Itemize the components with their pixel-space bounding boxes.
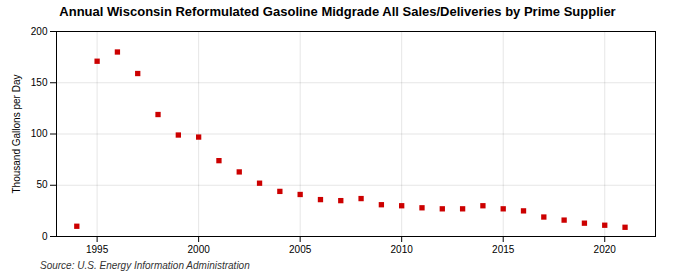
svg-text:150: 150 [31,77,48,88]
svg-text:2005: 2005 [289,244,312,255]
svg-text:100: 100 [31,128,48,139]
svg-text:50: 50 [36,179,48,190]
svg-text:Thousand Gallons per Day: Thousand Gallons per Day [11,75,22,194]
html-text:Source: U.S. Energy Informatio: Source: U.S. Energy Information Administ… [40,260,250,271]
svg-text:2010: 2010 [391,244,414,255]
svg-text:2000: 2000 [188,244,211,255]
svg-text:2015: 2015 [492,244,515,255]
html-text:Annual Wisconsin Reformulated: Annual Wisconsin Reformulated Gasoline M… [59,4,616,19]
svg-text:1995: 1995 [86,244,109,255]
svg-text:200: 200 [31,26,48,37]
svg-text:0: 0 [42,231,48,242]
svg-text:2020: 2020 [594,244,617,255]
